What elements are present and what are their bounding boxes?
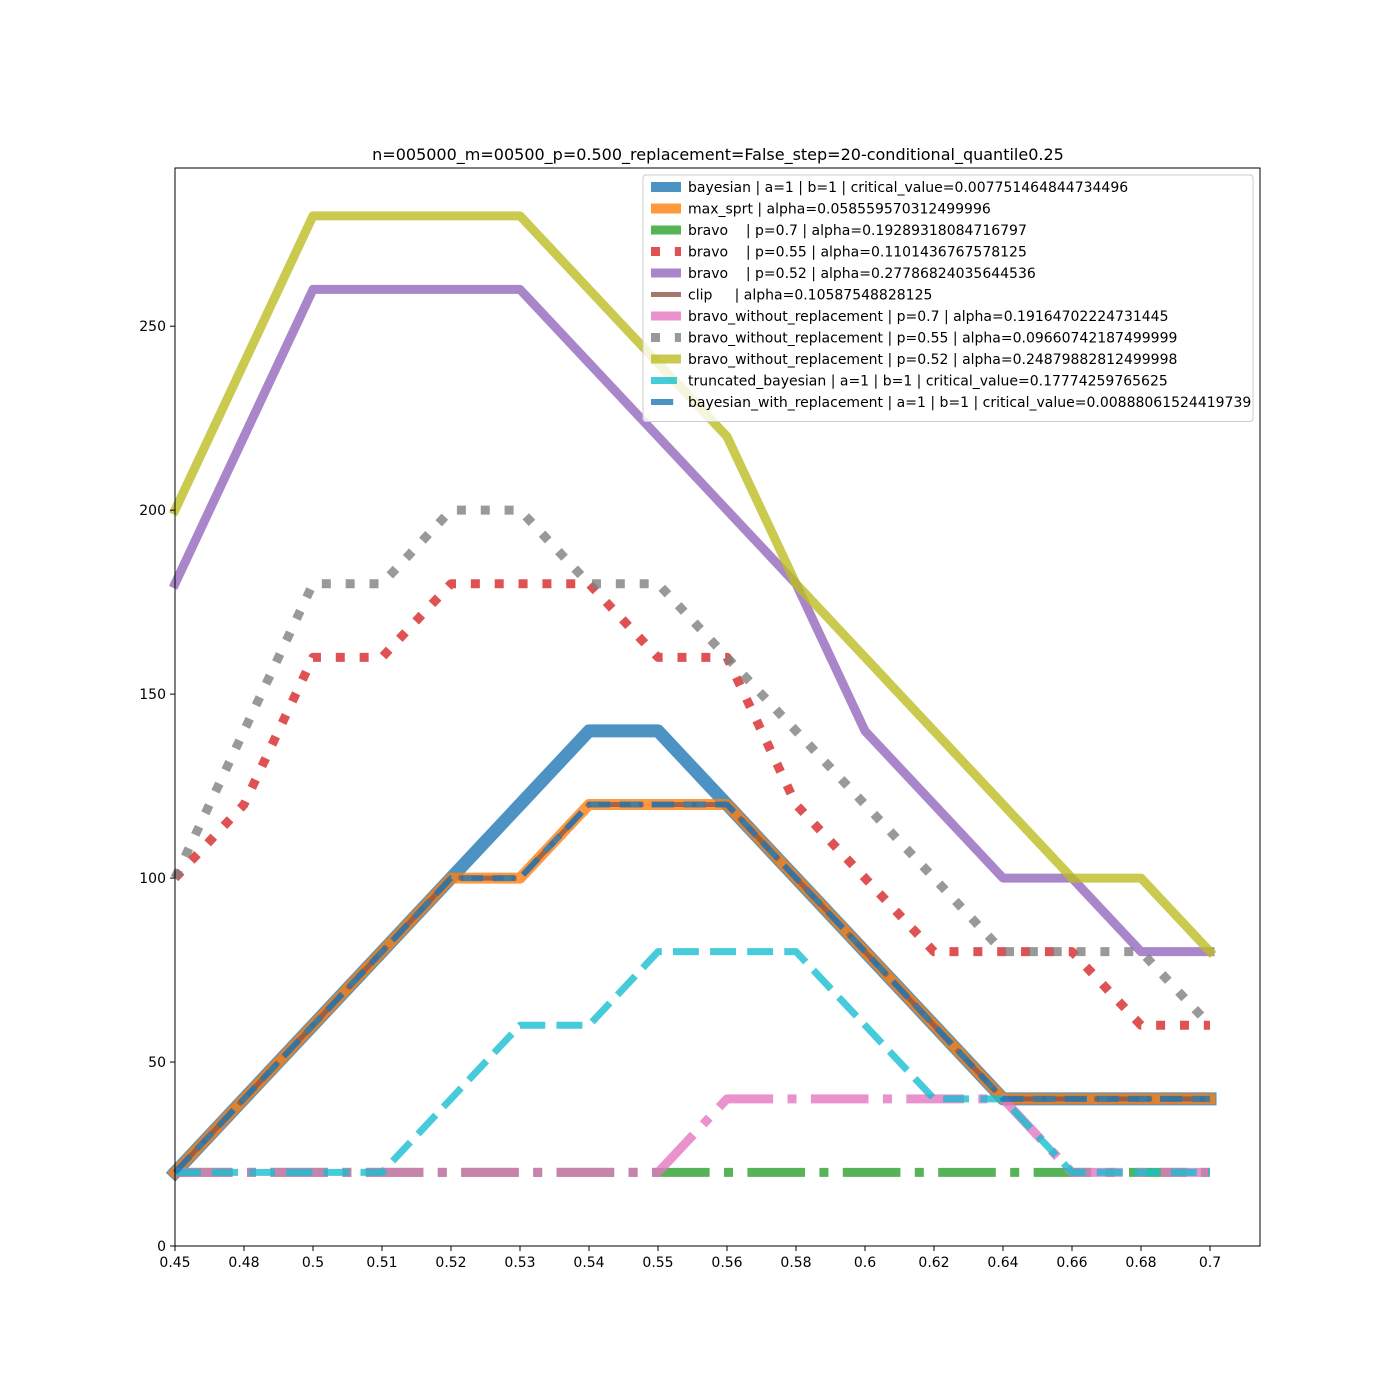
chart-title: n=005000_m=00500_p=0.500_replacement=Fal… [372,145,1064,165]
legend-label-9: bravo_without_replacement | p=0.52 | alp… [688,352,1177,368]
y-tick-label: 200 [139,503,166,519]
x-tick-label: 0.56 [711,1255,742,1271]
y-tick-label: 50 [148,1055,166,1071]
x-tick-label: 0.52 [435,1255,466,1271]
x-tick-label: 0.68 [1125,1255,1156,1271]
x-tick-label: 0.53 [504,1255,535,1271]
y-tick-label: 150 [139,687,166,703]
x-tick-label: 0.55 [642,1255,673,1271]
legend-box [642,174,1254,422]
legend: bayesian | a=1 | b=1 | critical_value=0.… [642,174,1254,422]
legend-label-8: bravo_without_replacement | p=0.55 | alp… [688,331,1177,347]
y-tick-label: 250 [139,319,166,335]
y-tick-label: 100 [139,871,166,887]
legend-label-5: bravo | p=0.52 | alpha=0.277868240356445… [688,266,1036,282]
x-tick-label: 0.45 [159,1255,190,1271]
x-tick-label: 0.5 [302,1255,324,1271]
legend-label-11: bayesian_with_replacement | a=1 | b=1 | … [688,395,1251,411]
x-tick-label: 0.48 [228,1255,259,1271]
legend-label-1: bayesian | a=1 | b=1 | critical_value=0.… [688,180,1128,196]
x-tick-label: 0.6 [854,1255,876,1271]
legend-label-7: bravo_without_replacement | p=0.7 | alph… [688,309,1168,325]
y-tick-label: 0 [157,1239,166,1255]
x-tick-label: 0.7 [1199,1255,1221,1271]
x-tick-label: 0.58 [780,1255,811,1271]
legend-label-6: clip | alpha=0.10587548828125 [688,288,932,304]
series-line-5 [169,284,1215,957]
x-tick-label: 0.62 [918,1255,949,1271]
x-tick-label: 0.54 [573,1255,604,1271]
legend-label-2: max_sprt | alpha=0.058559570312499996 [688,202,991,218]
x-tick-label: 0.51 [366,1255,397,1271]
series-line-8 [170,505,1214,1029]
x-tick-label: 0.66 [1056,1255,1087,1271]
legend-label-4: bravo | p=0.55 | alpha=0.110143676757812… [688,245,1027,261]
legend-label-3: bravo | p=0.7 | alpha=0.1928931808471679… [688,223,1027,239]
series-line-10 [175,948,1210,1176]
plot-frame [174,167,1261,1247]
series-line-11 [172,801,1210,1175]
legend-label-10: truncated_bayesian | a=1 | b=1 | critica… [688,374,1168,390]
x-tick-label: 0.64 [987,1255,1018,1271]
axes-layer: 0.45 0.48 0.5 0.51 0.52 0.53 0.54 0.55 0.56 0.58 0… [139,167,1261,1271]
